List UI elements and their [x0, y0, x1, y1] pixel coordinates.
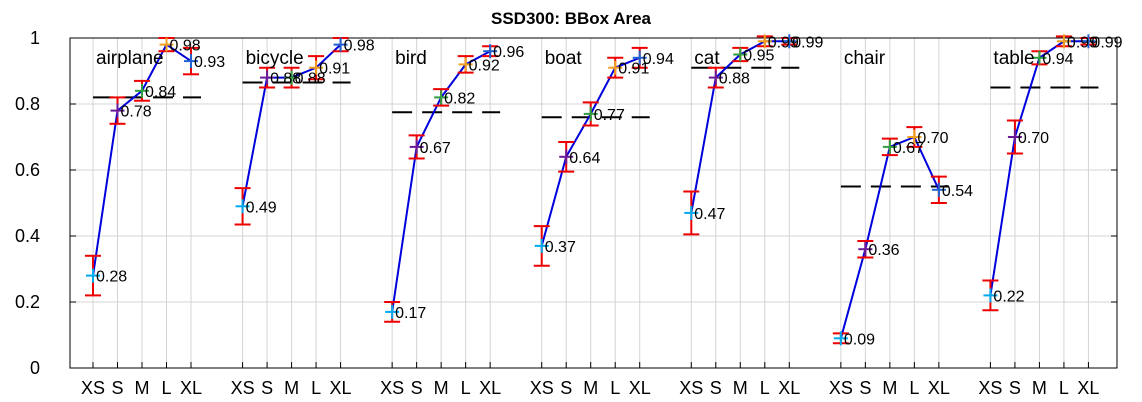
data-label: 0.37 — [545, 239, 576, 256]
x-tick-label: S — [411, 378, 423, 398]
x-tick-label: L — [909, 378, 919, 398]
x-tick-label: M — [733, 378, 748, 398]
data-label: 0.94 — [1042, 51, 1073, 68]
y-tick-label: 1 — [30, 28, 40, 48]
data-label: 0.99 — [1067, 34, 1098, 51]
data-label: 0.94 — [643, 51, 674, 68]
x-tick-label: XL — [330, 378, 352, 398]
y-tick-label: 0.4 — [15, 226, 40, 246]
x-tick-label: S — [859, 378, 871, 398]
x-tick-label: S — [710, 378, 722, 398]
x-tick-label: L — [1059, 378, 1069, 398]
data-label: 0.17 — [395, 305, 426, 322]
data-label: 0.67 — [420, 140, 451, 157]
x-tick-label: S — [111, 378, 123, 398]
x-tick-label: XL — [180, 378, 202, 398]
category-label: table — [993, 48, 1034, 69]
category-label: cat — [694, 48, 720, 69]
category-label: airplane — [96, 48, 164, 69]
x-tick-label: XS — [829, 378, 853, 398]
data-label: 0.82 — [444, 90, 475, 107]
y-tick-label: 0 — [30, 358, 40, 378]
data-markers — [86, 34, 1096, 346]
x-tick-label: S — [261, 378, 273, 398]
plot-frame — [69, 37, 1118, 369]
y-tick-label: 0.6 — [15, 160, 40, 180]
x-tick-label: L — [161, 378, 171, 398]
x-tick-label: XS — [530, 378, 554, 398]
data-label: 0.28 — [96, 269, 127, 286]
data-label: 0.49 — [246, 199, 277, 216]
category-label: bicycle — [246, 48, 304, 69]
x-tick-label: XS — [978, 378, 1002, 398]
data-label: 0.92 — [469, 57, 500, 74]
data-label: 0.93 — [194, 54, 225, 71]
data-label: 0.88 — [719, 71, 750, 88]
x-tick-label: XS — [679, 378, 703, 398]
data-label: 0.78 — [121, 104, 152, 121]
data-label: 0.54 — [942, 183, 973, 200]
y-tick-label: 0.2 — [15, 292, 40, 312]
x-tick-label: M — [284, 378, 299, 398]
chart-title: SSD300: BBox Area — [491, 9, 652, 28]
x-tick-label: XS — [231, 378, 255, 398]
x-tick-label: L — [461, 378, 471, 398]
data-label: 0.47 — [694, 206, 725, 223]
x-tick-label: M — [434, 378, 449, 398]
data-label: 0.09 — [844, 331, 875, 348]
data-label: 0.96 — [493, 44, 524, 61]
x-tick-label: M — [583, 378, 598, 398]
data-label: 0.84 — [145, 84, 176, 101]
x-tick-label: XL — [1077, 378, 1099, 398]
data-label: 0.70 — [1018, 130, 1049, 147]
x-tick-label: XL — [778, 378, 800, 398]
x-tick-label: S — [1009, 378, 1021, 398]
data-label: 0.64 — [569, 150, 600, 167]
data-label: 0.91 — [618, 61, 649, 78]
data-label: 0.98 — [344, 38, 375, 55]
x-tick-label: XS — [380, 378, 404, 398]
category-label: chair — [844, 48, 886, 69]
category-label: bird — [395, 48, 427, 69]
data-label: 0.77 — [594, 107, 625, 124]
data-label: 0.36 — [868, 242, 899, 259]
category-label: boat — [545, 48, 583, 69]
x-tick-label: S — [560, 378, 572, 398]
data-label: 0.99 — [768, 34, 799, 51]
x-tick-label: XS — [81, 378, 105, 398]
data-label: 0.99 — [792, 34, 823, 51]
data-label: 0.70 — [917, 130, 948, 147]
data-label: 0.98 — [170, 38, 201, 55]
x-tick-label: XL — [479, 378, 501, 398]
x-tick-label: M — [135, 378, 150, 398]
y-tick-label: 0.8 — [15, 94, 40, 114]
x-tick-label: M — [1032, 378, 1047, 398]
data-label: 0.95 — [743, 48, 774, 65]
x-tick-label: M — [882, 378, 897, 398]
x-tick-label: XL — [928, 378, 950, 398]
x-tick-label: L — [311, 378, 321, 398]
data-label: 0.88 — [270, 71, 301, 88]
data-label: 0.99 — [1091, 34, 1122, 51]
data-label: 0.88 — [295, 71, 326, 88]
x-tick-label: L — [760, 378, 770, 398]
x-tick-label: L — [610, 378, 620, 398]
data-label: 0.67 — [893, 140, 924, 157]
x-tick-label: XL — [629, 378, 651, 398]
data-label: 0.91 — [319, 61, 350, 78]
data-label: 0.22 — [993, 288, 1024, 305]
